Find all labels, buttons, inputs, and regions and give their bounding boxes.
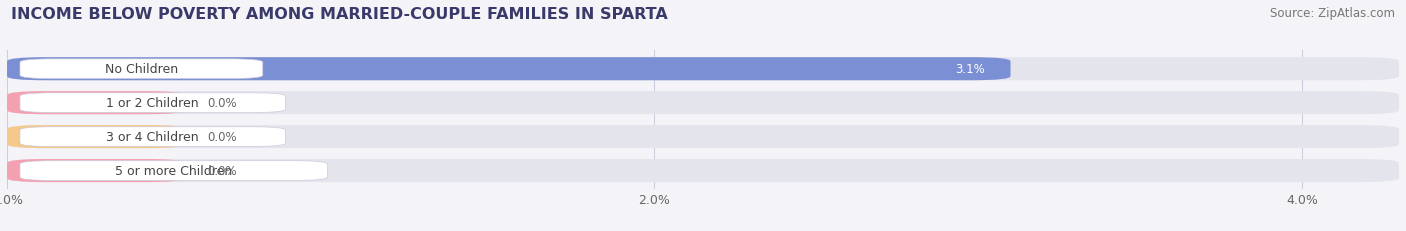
FancyBboxPatch shape (20, 127, 285, 147)
FancyBboxPatch shape (7, 92, 186, 115)
Text: 1 or 2 Children: 1 or 2 Children (107, 97, 200, 110)
Text: 0.0%: 0.0% (208, 164, 238, 177)
FancyBboxPatch shape (7, 58, 1011, 81)
Text: INCOME BELOW POVERTY AMONG MARRIED-COUPLE FAMILIES IN SPARTA: INCOME BELOW POVERTY AMONG MARRIED-COUPL… (11, 7, 668, 22)
Text: 0.0%: 0.0% (208, 131, 238, 143)
FancyBboxPatch shape (20, 93, 285, 113)
FancyBboxPatch shape (7, 159, 1399, 182)
FancyBboxPatch shape (7, 159, 186, 182)
Text: 5 or more Children: 5 or more Children (115, 164, 232, 177)
FancyBboxPatch shape (20, 161, 328, 181)
Text: 3.1%: 3.1% (955, 63, 984, 76)
Text: Source: ZipAtlas.com: Source: ZipAtlas.com (1270, 7, 1395, 20)
FancyBboxPatch shape (7, 125, 186, 149)
Text: No Children: No Children (105, 63, 179, 76)
FancyBboxPatch shape (7, 125, 1399, 149)
Text: 3 or 4 Children: 3 or 4 Children (107, 131, 200, 143)
FancyBboxPatch shape (7, 58, 1399, 81)
FancyBboxPatch shape (7, 92, 1399, 115)
FancyBboxPatch shape (20, 60, 263, 79)
Text: 0.0%: 0.0% (208, 97, 238, 110)
